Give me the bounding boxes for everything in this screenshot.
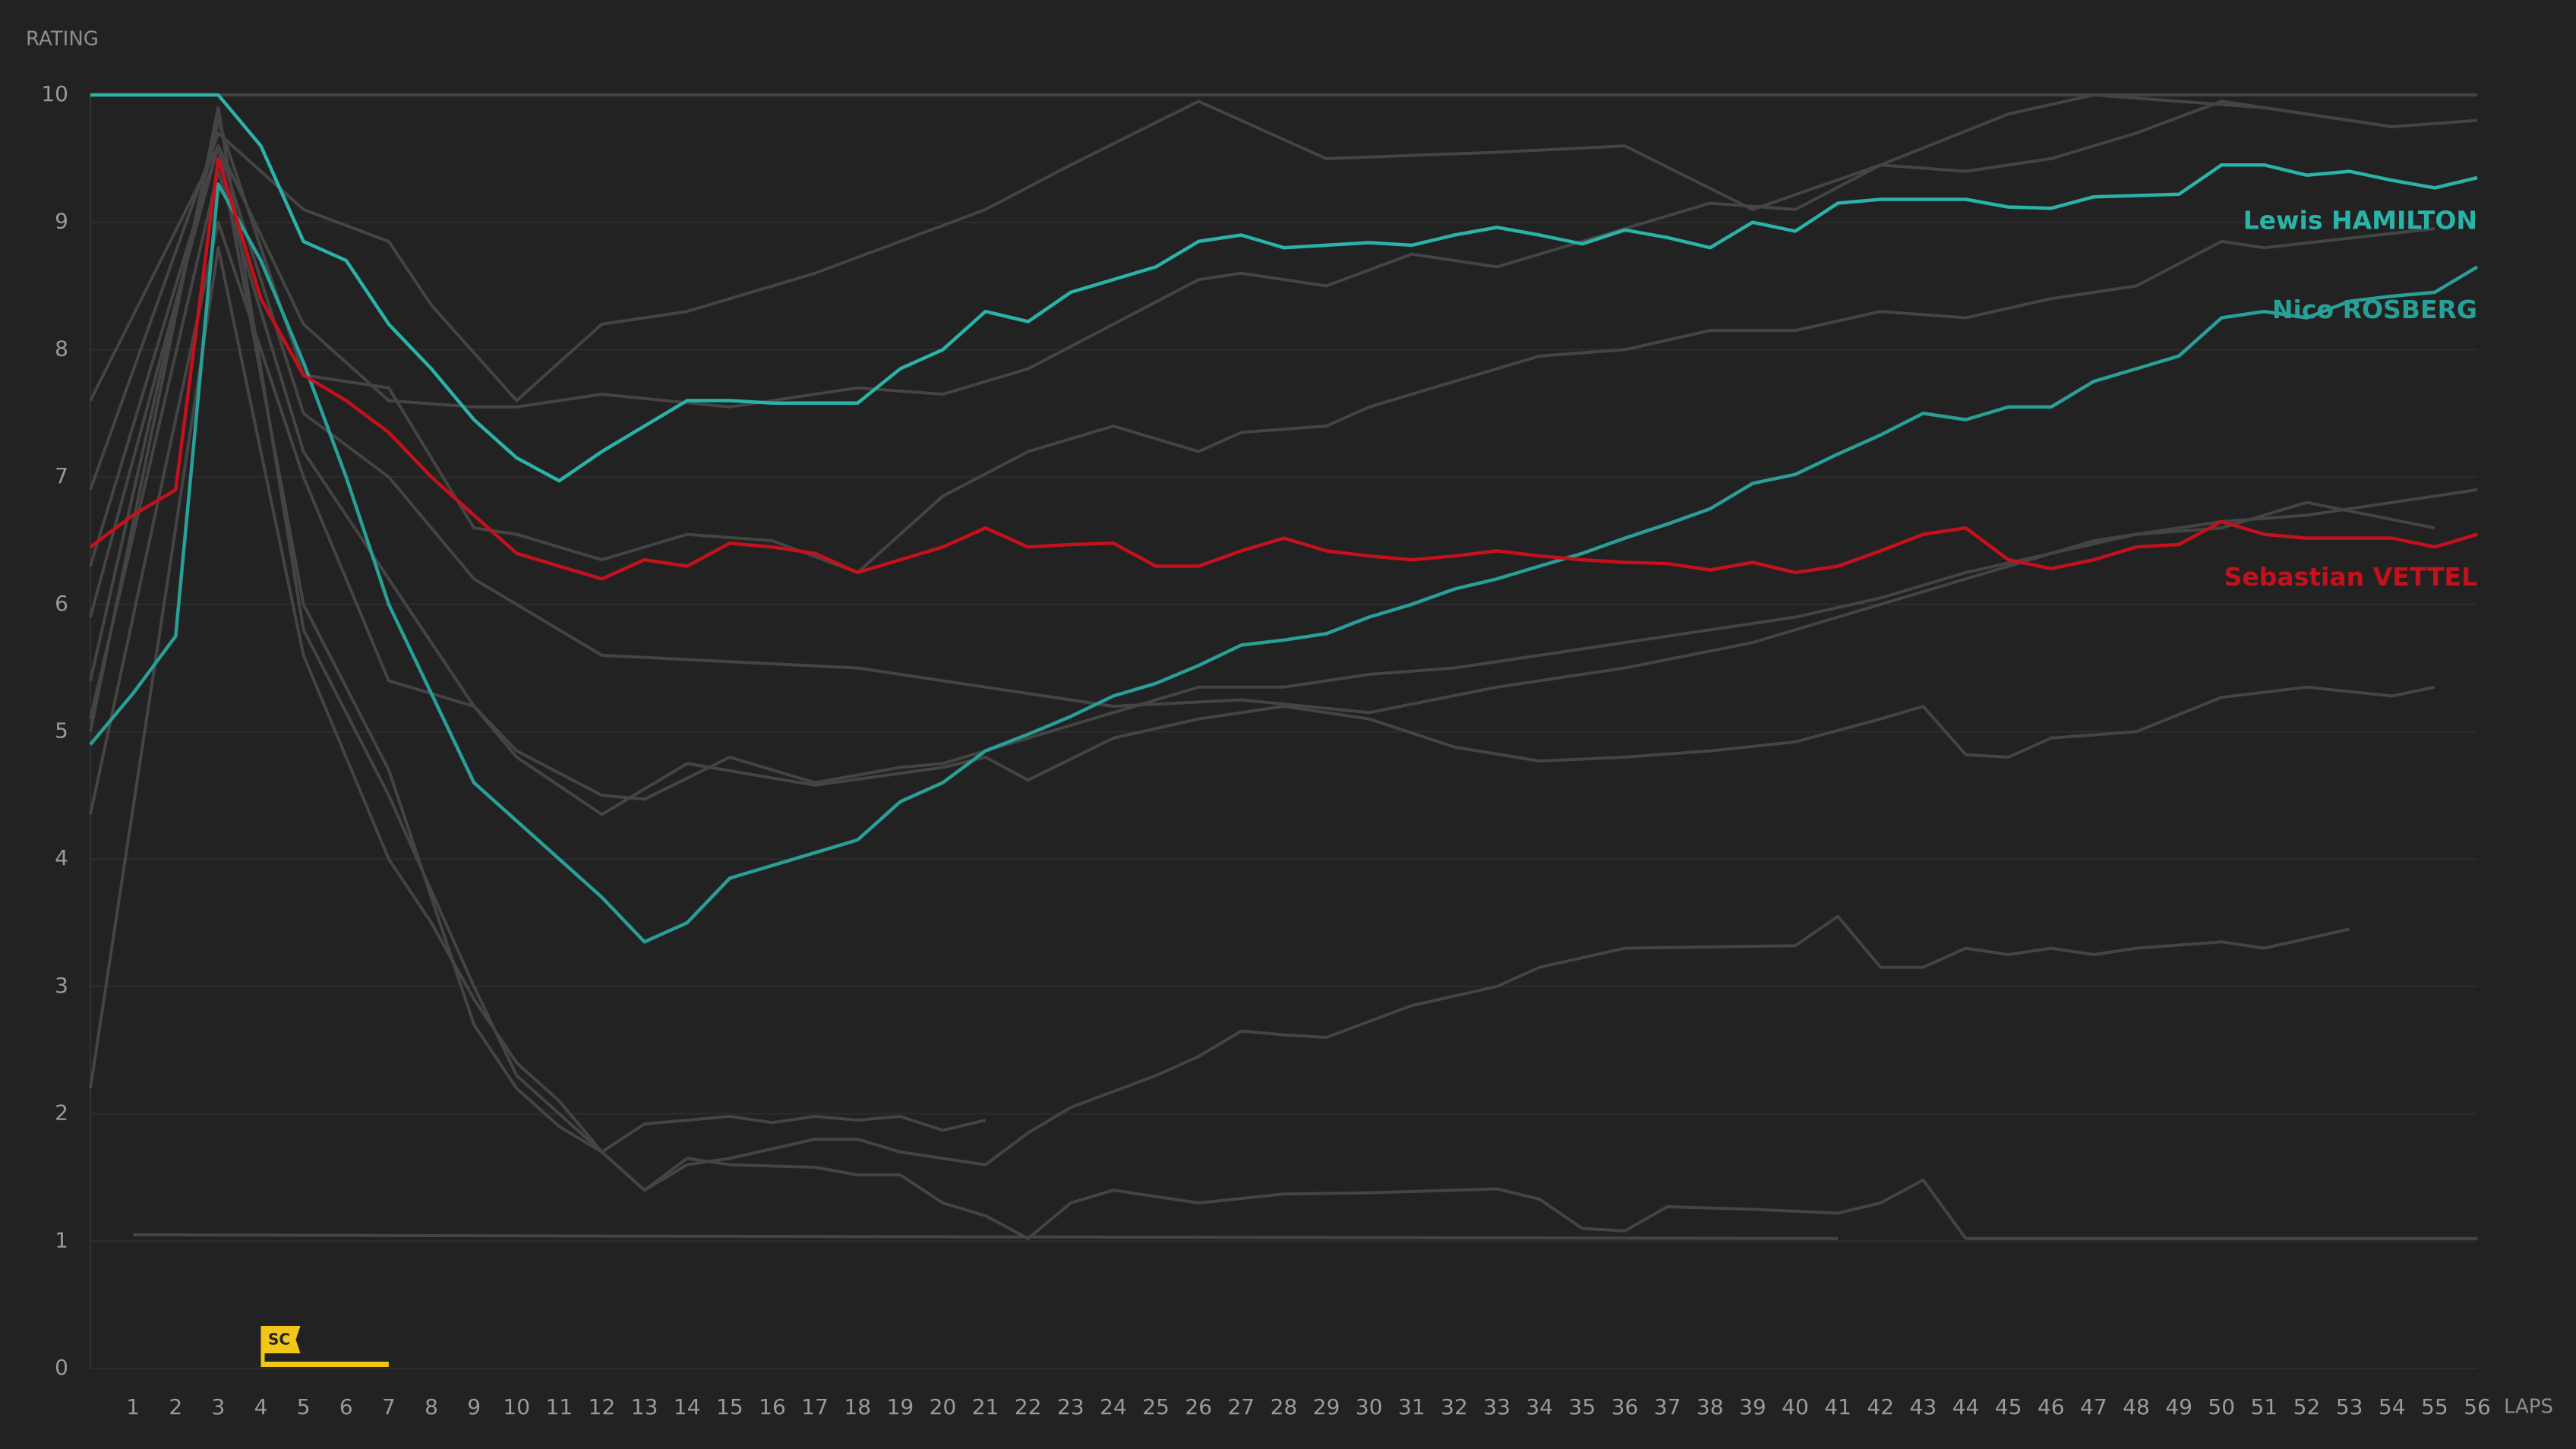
y-tick-label: 8 <box>55 336 68 361</box>
x-tick-label: 49 <box>2165 1394 2192 1419</box>
x-tick-label: 37 <box>1654 1394 1681 1419</box>
x-tick-label: 41 <box>1824 1394 1852 1419</box>
x-tick-label: 50 <box>2208 1394 2235 1419</box>
x-tick-label: 15 <box>716 1394 743 1419</box>
y-tick-label: 6 <box>55 591 68 616</box>
y-tick-label: 0 <box>55 1355 68 1380</box>
x-tick-label: 30 <box>1356 1394 1383 1419</box>
x-tick-label: 45 <box>1995 1394 2022 1419</box>
x-tick-label: 4 <box>254 1394 268 1419</box>
x-tick-label: 26 <box>1185 1394 1212 1419</box>
x-tick-label: 53 <box>2336 1394 2363 1419</box>
y-tick-label: 3 <box>55 973 68 998</box>
other-driver-line <box>89 99 2393 409</box>
other-driver-line <box>89 118 2436 681</box>
x-tick-label: 44 <box>1953 1394 1980 1419</box>
x-tick-label: 33 <box>1483 1394 1511 1419</box>
x-tick-label: 47 <box>2080 1394 2107 1419</box>
x-tick-label: 42 <box>1867 1394 1894 1419</box>
x-tick-label: 28 <box>1271 1394 1298 1419</box>
driver-line <box>90 93 2478 483</box>
x-tick-label: 24 <box>1100 1394 1127 1419</box>
driver-line <box>89 156 2478 581</box>
x-tick-label: 2 <box>169 1394 182 1419</box>
legend-label: Nico ROSBERG <box>2272 295 2477 324</box>
x-tick-label: 10 <box>503 1394 530 1419</box>
x-tick-label: 11 <box>546 1394 573 1419</box>
x-tick-label: 17 <box>801 1394 829 1419</box>
other-driver-line <box>89 169 2436 801</box>
sc-flag <box>260 1326 301 1353</box>
x-tick-label: 31 <box>1398 1394 1425 1419</box>
x-tick-label: 46 <box>2038 1394 2065 1419</box>
x-tick-label: 35 <box>1569 1394 1596 1419</box>
y-tick-label: 1 <box>55 1227 68 1252</box>
y-tick-label: 5 <box>55 718 68 743</box>
x-tick-label: 12 <box>589 1394 616 1419</box>
x-tick-label: 1 <box>126 1394 140 1419</box>
other-driver-line <box>89 144 987 1154</box>
x-tick-label: 36 <box>1612 1394 1639 1419</box>
y-tick-label: 4 <box>55 845 68 870</box>
x-tick-label: 19 <box>887 1394 914 1419</box>
x-tick-label: 38 <box>1697 1394 1724 1419</box>
x-tick-label: 29 <box>1313 1394 1340 1419</box>
x-tick-label: 48 <box>2123 1394 2150 1419</box>
driver-line <box>89 182 2479 944</box>
x-tick-label: 5 <box>297 1394 311 1419</box>
x-tick-label: 55 <box>2421 1394 2448 1419</box>
x-tick-label: 43 <box>1910 1394 1937 1419</box>
y-axis-title: RATING <box>26 28 99 51</box>
x-tick-label: 8 <box>425 1394 438 1419</box>
x-tick-label: 25 <box>1142 1394 1170 1419</box>
y-tick-label: 9 <box>55 209 68 234</box>
x-tick-label: 34 <box>1526 1394 1553 1419</box>
sc-period <box>260 1362 389 1367</box>
y-tick-label: 10 <box>41 81 68 106</box>
x-tick-label: 13 <box>631 1394 658 1419</box>
x-tick-label: 3 <box>211 1394 225 1419</box>
y-tick-label: 2 <box>55 1100 68 1125</box>
x-tick-label: 54 <box>2379 1394 2406 1419</box>
sc-label: SC <box>268 1331 290 1349</box>
other-driver-line <box>133 1233 1839 1240</box>
other-driver-line <box>89 246 2350 1192</box>
x-tick-label: 40 <box>1782 1394 1809 1419</box>
x-tick-label: 51 <box>2251 1394 2278 1419</box>
other-driver-line <box>89 144 2478 715</box>
x-tick-label: 32 <box>1441 1394 1468 1419</box>
legend-label: Lewis HAMILTON <box>2243 206 2477 235</box>
x-tick-label: 23 <box>1057 1394 1084 1419</box>
other-driver-line <box>89 220 2436 816</box>
x-tick-label: 18 <box>844 1394 871 1419</box>
x-tick-label: 56 <box>2464 1394 2491 1419</box>
x-tick-label: 14 <box>674 1394 701 1419</box>
x-tick-label: 7 <box>382 1394 396 1419</box>
x-tick-label: 20 <box>930 1394 957 1419</box>
x-axis-title: LAPS <box>2504 1396 2553 1419</box>
y-tick-label: 7 <box>55 463 68 488</box>
legend-label: Sebastian VETTEL <box>2224 562 2477 592</box>
x-tick-label: 52 <box>2293 1394 2321 1419</box>
x-tick-label: 22 <box>1015 1394 1042 1419</box>
other-driver-line <box>89 106 2477 1240</box>
x-tick-label: 27 <box>1228 1394 1255 1419</box>
x-tick-label: 9 <box>467 1394 481 1419</box>
x-tick-label: 16 <box>759 1394 786 1419</box>
x-tick-label: 39 <box>1739 1394 1766 1419</box>
x-tick-label: 21 <box>972 1394 999 1419</box>
x-tick-label: 6 <box>339 1394 353 1419</box>
other-driver-line <box>89 93 2478 491</box>
